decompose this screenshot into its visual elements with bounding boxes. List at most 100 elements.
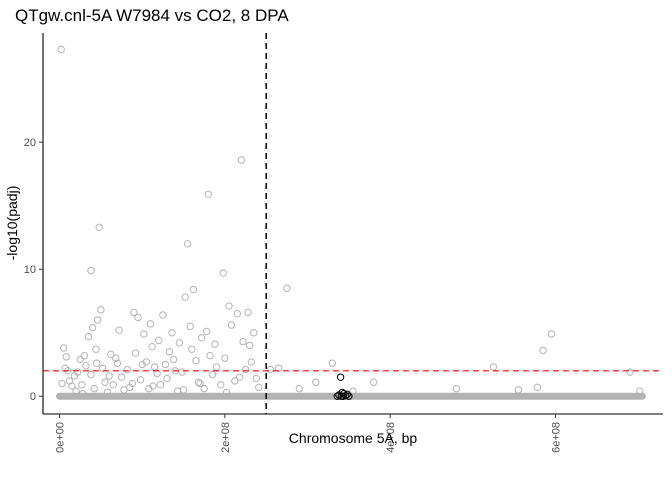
plot-panel bbox=[42, 33, 663, 415]
y-tick-label: 0 bbox=[30, 391, 36, 403]
data-point bbox=[175, 339, 184, 347]
y-axis-ticks: 0 10 20 bbox=[24, 137, 43, 403]
data-point bbox=[231, 377, 239, 385]
x-tick-label: 4e+08 bbox=[385, 422, 397, 453]
data-point bbox=[247, 358, 256, 366]
data-point bbox=[452, 384, 461, 393]
data-point bbox=[252, 374, 260, 383]
data-point bbox=[204, 190, 213, 198]
data-point bbox=[159, 311, 167, 319]
data-point bbox=[533, 383, 542, 392]
data-point bbox=[138, 360, 146, 369]
data-point bbox=[283, 284, 291, 292]
data-point bbox=[539, 346, 547, 355]
data-point bbox=[103, 388, 112, 397]
data-point bbox=[92, 345, 100, 353]
data-point bbox=[227, 321, 236, 329]
x-tick-label: 2e+08 bbox=[220, 422, 232, 453]
data-point bbox=[78, 389, 87, 398]
data-point bbox=[222, 388, 231, 397]
data-point bbox=[192, 356, 200, 365]
data-point bbox=[140, 330, 148, 338]
data-point bbox=[98, 364, 107, 372]
data-point bbox=[95, 223, 103, 232]
data-point bbox=[87, 266, 95, 275]
data-point bbox=[130, 308, 138, 317]
data-point bbox=[233, 309, 241, 318]
data-point bbox=[312, 378, 320, 386]
data-point bbox=[62, 353, 70, 361]
data-point bbox=[179, 386, 188, 394]
data-point bbox=[155, 336, 163, 345]
data-point bbox=[514, 386, 523, 394]
data-point bbox=[109, 381, 117, 389]
data-point bbox=[78, 381, 86, 389]
data-point bbox=[146, 320, 155, 328]
data-point bbox=[59, 344, 68, 352]
data-point bbox=[134, 313, 142, 322]
data-point bbox=[131, 349, 140, 357]
data-point bbox=[169, 355, 178, 364]
data-point bbox=[107, 350, 115, 359]
data-point bbox=[206, 351, 214, 360]
data-point bbox=[250, 329, 258, 337]
data-point bbox=[126, 383, 134, 392]
data-point bbox=[194, 378, 203, 386]
data-point bbox=[225, 302, 233, 310]
data-point bbox=[88, 323, 97, 332]
data-point bbox=[115, 326, 123, 334]
data-point bbox=[245, 341, 254, 350]
x-axis-title: Chromosome 5A, bp bbox=[289, 430, 418, 446]
data-point bbox=[80, 351, 89, 360]
data-point bbox=[74, 368, 82, 376]
data-point bbox=[148, 342, 156, 351]
data-point bbox=[237, 156, 246, 164]
x-tick-label: 0e+00 bbox=[55, 422, 67, 453]
data-point bbox=[57, 45, 65, 54]
x-tick-label: 6e+08 bbox=[551, 422, 563, 453]
data-point bbox=[178, 368, 186, 376]
qtl-data-point bbox=[333, 392, 341, 400]
data-point bbox=[58, 379, 66, 388]
data-point bbox=[61, 364, 70, 372]
data-point bbox=[112, 354, 120, 362]
data-point bbox=[328, 359, 337, 367]
data-point bbox=[149, 382, 157, 390]
data-point bbox=[244, 308, 252, 317]
data-point bbox=[68, 382, 76, 390]
data-point bbox=[198, 334, 206, 342]
data-point bbox=[196, 379, 204, 388]
data-point bbox=[188, 345, 196, 353]
data-point bbox=[183, 240, 192, 248]
data-point bbox=[76, 355, 84, 364]
data-point bbox=[142, 358, 151, 366]
data-point bbox=[274, 364, 283, 372]
y-axis-title: -log10(padj) bbox=[4, 186, 20, 261]
chart-title: QTgw.cnl-5A W7984 vs CO2, 8 DPA bbox=[15, 6, 289, 25]
y-tick-label: 10 bbox=[24, 264, 36, 276]
qtl-data-point bbox=[345, 392, 353, 400]
data-point bbox=[161, 360, 170, 369]
data-point bbox=[349, 387, 357, 395]
data-point bbox=[221, 354, 229, 362]
data-point bbox=[626, 368, 634, 376]
qtl-data-point bbox=[336, 373, 345, 381]
data-point bbox=[136, 376, 145, 384]
data-point bbox=[255, 383, 263, 392]
data-point bbox=[165, 348, 174, 356]
data-point bbox=[189, 285, 198, 294]
data-point bbox=[489, 363, 498, 371]
data-point bbox=[211, 340, 219, 348]
data-point bbox=[219, 269, 227, 277]
data-point bbox=[84, 332, 93, 341]
x-axis-ticks: 0e+00 2e+08 4e+08 6e+08 bbox=[55, 414, 563, 453]
data-point bbox=[97, 306, 105, 314]
data-point bbox=[90, 384, 98, 393]
data-point bbox=[239, 337, 247, 346]
data-point bbox=[123, 365, 132, 374]
data-point bbox=[636, 387, 644, 395]
data-point bbox=[186, 322, 194, 331]
data-point bbox=[72, 387, 80, 395]
data-point bbox=[150, 363, 159, 371]
